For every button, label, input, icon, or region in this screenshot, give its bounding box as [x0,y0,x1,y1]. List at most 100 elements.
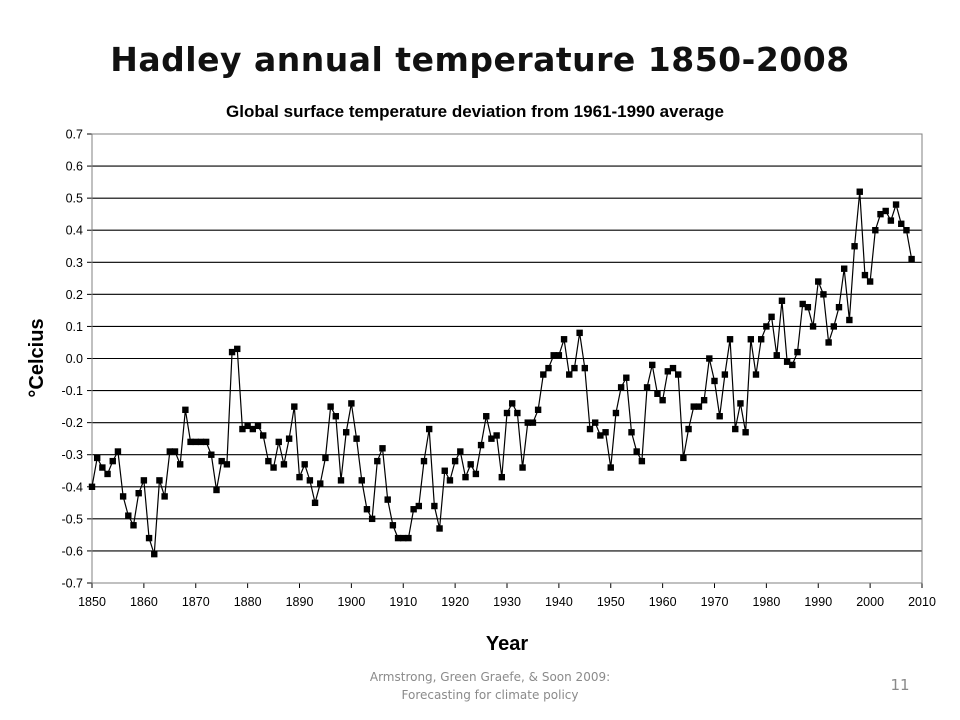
x-tick-label: 1990 [804,595,832,609]
data-point [503,409,511,417]
citation: Armstrong, Green Graefe, & Soon 2009: Fo… [330,668,650,704]
data-point [358,477,365,484]
data-point [763,323,770,330]
data-point [752,371,760,378]
data-point [322,454,329,462]
data-point [726,336,734,343]
x-tick-label: 1910 [389,595,417,609]
data-point [223,461,231,468]
data-point [477,441,485,449]
data-point [799,300,806,308]
data-point [851,243,858,250]
data-point [768,313,775,321]
x-tick-label: 1970 [701,595,729,609]
x-tick-label: 2000 [856,595,884,609]
data-point [706,355,713,362]
y-tick-label: -0.4 [61,480,83,494]
data-point [202,438,210,446]
data-point [311,499,319,507]
plot-frame [91,133,923,584]
data-point [659,396,666,404]
data-point [425,425,433,433]
y-tick-label: -0.5 [61,512,83,526]
data-point [550,352,557,359]
data-point [757,336,765,343]
data-point [591,419,599,426]
gridlines [92,133,922,584]
data-point [721,371,729,378]
data-point [534,406,542,414]
y-tick-label: -0.7 [61,577,83,591]
data-point [586,425,594,433]
y-tick-label: -0.3 [61,448,83,462]
y-tick-label: -0.1 [61,384,83,398]
data-point [187,438,194,446]
data-point [384,496,391,503]
data-point [166,448,174,455]
data-point [405,534,412,542]
data-point [234,345,241,353]
data-point [680,454,687,462]
data-point [218,457,225,465]
data-point [794,348,801,356]
data-point [830,323,838,330]
data-point [104,470,111,478]
data-point [93,454,101,462]
data-point [254,422,262,430]
data-point [213,486,220,494]
data-point [602,429,609,436]
data-point [908,255,915,263]
x-axis-ticks: 1850 1860 1870 1880 1890 1900 1910 1920 1930 1940… [78,583,936,609]
x-axis-label: Year [486,633,528,655]
page-number: 11 [890,676,910,694]
data-point [114,448,122,455]
data-point [820,291,827,298]
data-point [125,512,132,519]
data-point [892,201,900,208]
data-point [617,384,625,391]
data-point [664,368,672,375]
data-point [176,461,184,468]
data-point [519,464,526,471]
data-point [353,435,360,442]
data-point [363,506,371,513]
data-point [633,448,640,455]
data-point [669,364,677,372]
data-point [431,502,438,510]
data-point [887,217,895,224]
data-point [545,364,552,372]
data-point [566,371,573,378]
data-point [643,384,651,391]
data-point [732,425,739,433]
data-point [259,432,267,439]
data-point [581,364,589,372]
data-point [700,396,708,404]
data-point [695,403,703,410]
data-point [249,425,257,433]
data-point [778,297,786,304]
data-point [99,464,106,471]
x-tick-label: 1920 [441,595,469,609]
data-point [649,361,656,369]
y-tick-label: 0.3 [66,256,83,270]
data-point [773,352,780,359]
data-point [540,371,547,378]
data-point [815,278,822,285]
data-point [410,506,417,513]
data-point [690,403,697,410]
data-point [457,448,464,455]
x-tick-label: 1890 [286,595,314,609]
data-point [576,329,583,337]
y-tick-label: 0.1 [66,320,83,334]
x-tick-label: 1900 [337,595,365,609]
data-point [394,534,402,542]
data-point [825,339,832,346]
data-point [638,457,646,465]
data-point [508,400,516,407]
data-point [846,316,853,324]
data-point [462,473,469,481]
data-point [119,493,127,500]
data-point [711,377,718,385]
data-point [244,422,251,430]
